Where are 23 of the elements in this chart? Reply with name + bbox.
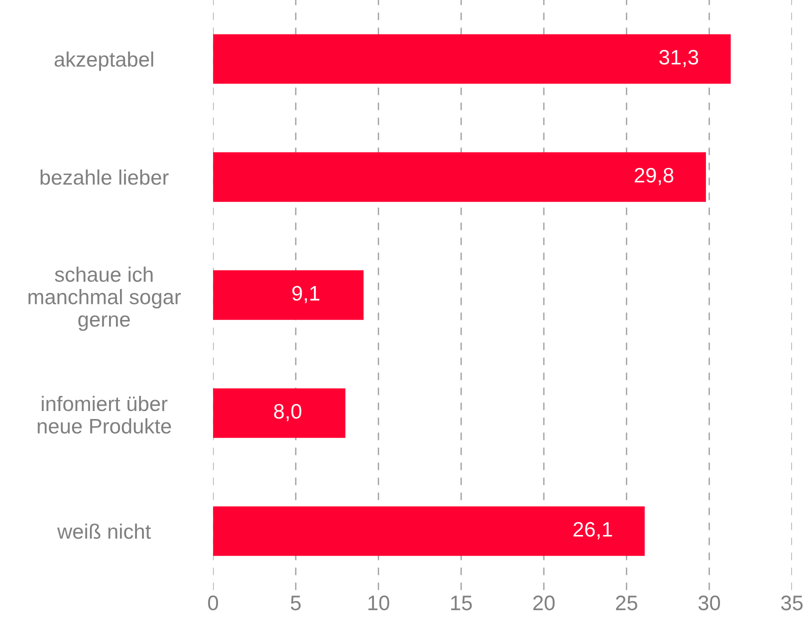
x-tick-label: 0 [208, 596, 218, 610]
bar [213, 506, 645, 556]
data-label: 8,0 [274, 404, 302, 422]
bar [213, 152, 706, 202]
bar [213, 388, 346, 438]
bar [213, 270, 364, 320]
x-tick-label: 30 [698, 596, 720, 610]
x-tick-label: 35 [781, 596, 803, 610]
x-tick-label: 15 [451, 596, 472, 610]
x-tick-label: 20 [533, 596, 555, 610]
x-tick-label: 25 [616, 596, 638, 610]
y-tick-label: weiß nicht [57, 524, 151, 539]
data-label: 9,1 [292, 286, 320, 304]
data-label: 31,3 [659, 50, 698, 68]
bar [213, 34, 731, 84]
y-tick-label: bezahle lieber [40, 169, 169, 185]
data-label: 26,1 [574, 522, 612, 540]
y-tick-label: infomiert über neue Produkte [38, 396, 171, 434]
x-tick-label: 5 [290, 596, 301, 610]
y-tick-label: schaue ich manchmal sogar gerne [28, 266, 181, 331]
y-tick-label: akzeptabel [54, 51, 154, 71]
data-label: 29,8 [634, 168, 674, 186]
x-tick-label: 10 [368, 596, 390, 610]
